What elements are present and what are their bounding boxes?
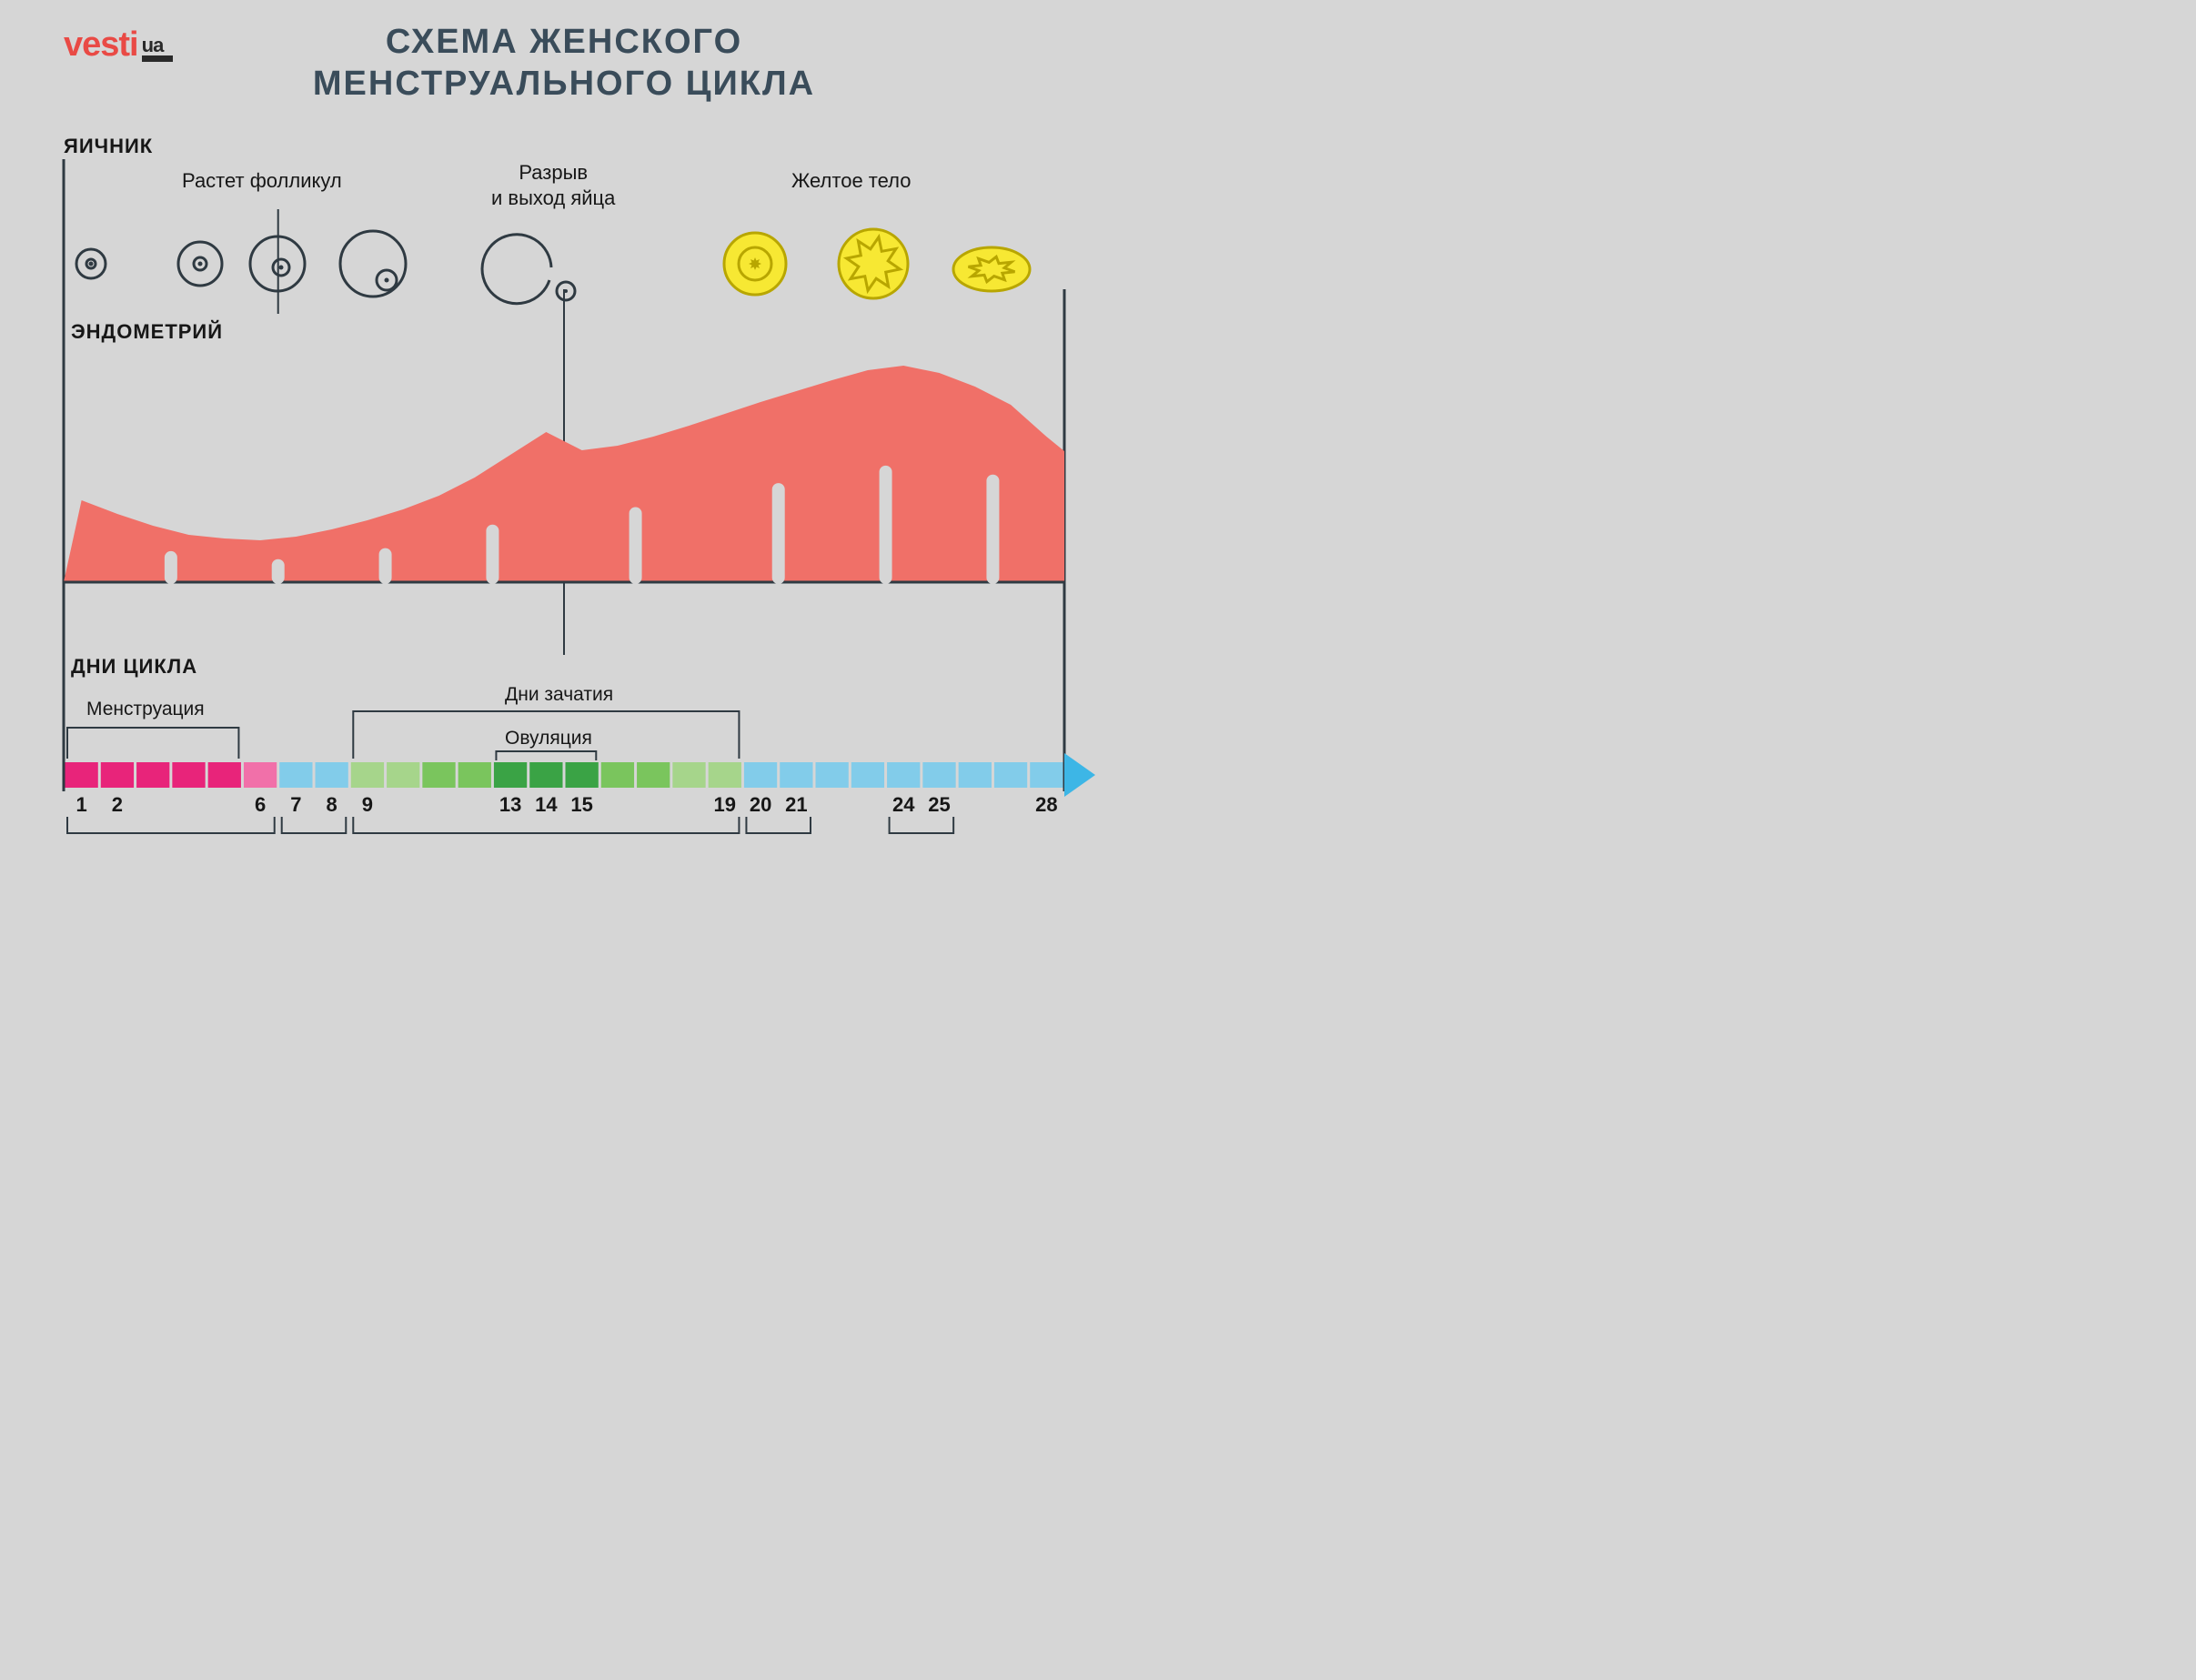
svg-text:21: 21 — [785, 793, 807, 816]
svg-text:13: 13 — [499, 793, 521, 816]
svg-text:6: 6 — [255, 793, 266, 816]
svg-text:1: 1 — [76, 793, 87, 816]
svg-text:20: 20 — [750, 793, 771, 816]
svg-text:9: 9 — [362, 793, 373, 816]
svg-text:24: 24 — [892, 793, 915, 816]
svg-text:25: 25 — [928, 793, 950, 816]
svg-text:14: 14 — [535, 793, 558, 816]
svg-text:28: 28 — [1035, 793, 1057, 816]
svg-text:8: 8 — [327, 793, 337, 816]
svg-text:15: 15 — [570, 793, 592, 816]
svg-text:2: 2 — [112, 793, 123, 816]
diagram-svg: 1 2 6 7 8 9 13 14 15 19 20 21 24 25 28 — [0, 0, 1128, 863]
svg-text:7: 7 — [290, 793, 301, 816]
svg-text:19: 19 — [714, 793, 736, 816]
